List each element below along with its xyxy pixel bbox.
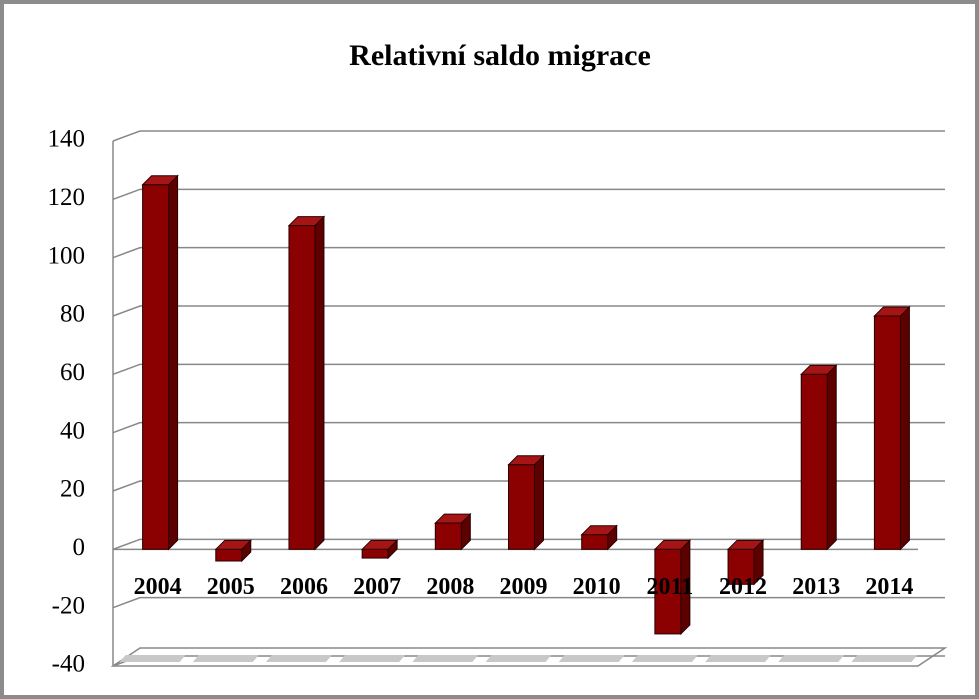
x-tick-label: 2004 xyxy=(134,574,182,600)
bar-side xyxy=(826,364,837,551)
grid-line xyxy=(112,538,945,551)
y-tick-label: 20 xyxy=(60,476,85,503)
bar-floor-shadow xyxy=(339,655,406,662)
x-tick-label: 2009 xyxy=(500,574,548,600)
x-tick-label: 2006 xyxy=(280,574,328,600)
bar xyxy=(142,184,170,550)
bar-floor-shadow xyxy=(412,655,479,662)
x-tick-label: 2008 xyxy=(426,574,474,600)
y-tick-label: 120 xyxy=(48,184,86,211)
bar-floor-shadow xyxy=(851,655,918,662)
bar-floor-shadow xyxy=(119,655,186,662)
bar-side xyxy=(534,454,544,551)
bar xyxy=(508,464,535,550)
bar xyxy=(727,548,755,585)
bar xyxy=(215,548,243,562)
x-tick-label: 2010 xyxy=(573,574,621,600)
bar-side xyxy=(168,174,179,551)
bar xyxy=(361,548,389,559)
y-tick-label: -20 xyxy=(52,592,85,619)
bar xyxy=(873,315,901,550)
x-tick-label: 2005 xyxy=(207,574,255,600)
grid-line xyxy=(112,363,945,376)
y-tick-label: 0 xyxy=(73,534,86,561)
bar-side xyxy=(899,305,910,551)
x-tick-label: 2007 xyxy=(353,574,401,600)
bar xyxy=(581,534,609,550)
y-tick-label: 140 xyxy=(48,126,86,153)
grid-line xyxy=(112,480,945,492)
grid-line xyxy=(112,305,945,317)
y-tick-label: 100 xyxy=(48,242,86,269)
bar-floor-shadow xyxy=(485,655,552,662)
x-tick-label: 2013 xyxy=(792,574,840,600)
y-tick-label: 80 xyxy=(60,301,85,328)
bar-floor-shadow xyxy=(631,655,698,662)
y-tick-label: 40 xyxy=(60,417,85,444)
grid-line xyxy=(112,130,945,142)
bar xyxy=(800,373,828,550)
grid-line xyxy=(112,246,945,259)
grid-line xyxy=(112,421,945,434)
x-tick-label: 2012 xyxy=(719,574,767,600)
x-tick-label: 2011 xyxy=(647,574,694,600)
chart-title: Relativní saldo migrace xyxy=(349,39,651,72)
y-tick-label: -40 xyxy=(52,651,85,678)
bar xyxy=(654,548,682,635)
bar-floor-shadow xyxy=(265,655,332,662)
bar-floor-shadow xyxy=(558,655,625,662)
bar-side xyxy=(314,215,325,551)
bar-floor-shadow xyxy=(778,655,845,662)
bar xyxy=(434,522,462,550)
bar-floor-shadow xyxy=(192,655,259,662)
bar-floor-shadow xyxy=(705,655,772,662)
y-tick-label: 60 xyxy=(60,359,85,386)
bar xyxy=(288,225,316,550)
x-tick-label: 2014 xyxy=(865,574,913,600)
grid-line xyxy=(112,188,945,201)
